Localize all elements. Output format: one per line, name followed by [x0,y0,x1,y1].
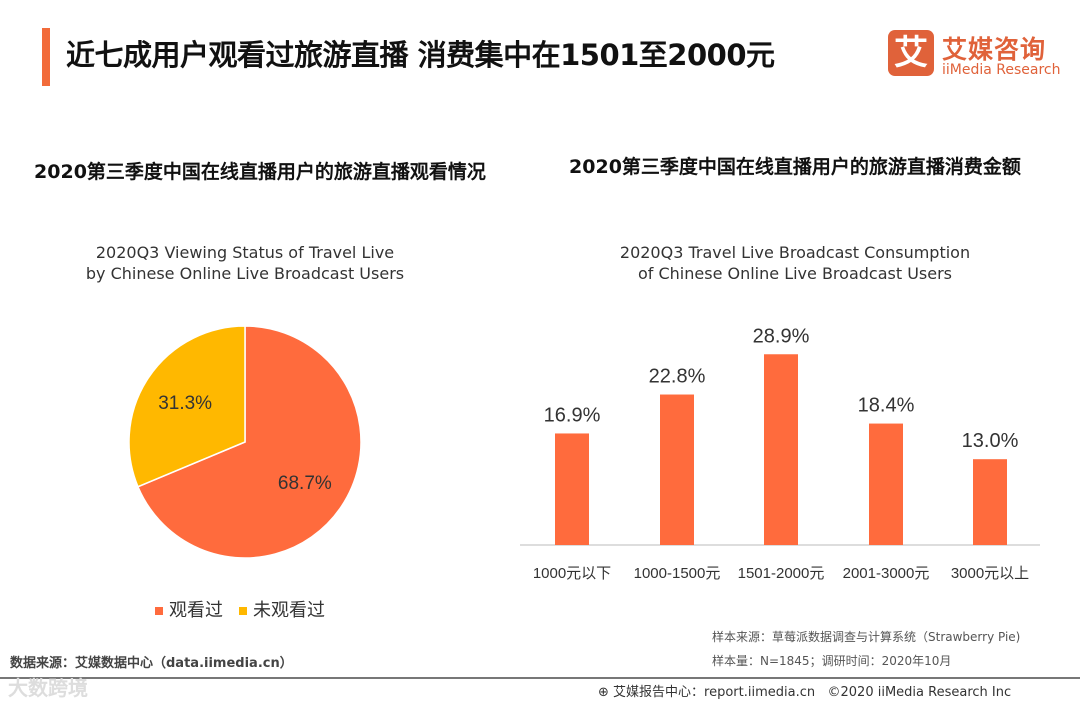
watermark: 大数跨境 [8,676,88,700]
bar [660,394,694,545]
logo-cn: 艾媒咨询 [942,35,1047,64]
x-tick-label: 3000元以上 [951,565,1029,582]
bar-chart: 16.9% 1000元以下 22.8% 1000-1500元 28.9% 1501-200… [520,325,1040,582]
pie-slice [128,325,246,488]
sample-size: 样本量：N=1845；调研时间：2020年10月 [712,654,952,668]
title-accent-bar [42,28,50,86]
legend-label: 观看过 [169,600,223,621]
bar [869,423,903,545]
legend-swatch-yellow [239,607,247,615]
pie-chart: 68.7% 31.3% [128,325,362,559]
logo-en: iiMedia Research [942,62,1061,78]
copyright: ©2020 iiMedia Research Inc [827,685,1012,700]
data-source: 数据来源：艾媒数据中心（data.iimedia.cn） [10,656,293,671]
pie-slice [136,325,362,559]
pie-legend: 观看过 未观看过 [155,596,325,622]
x-tick-label: 1000元以下 [533,565,611,582]
report-center: ⊕ 艾媒报告中心：report.iimedia.cn ©2020 iiMedia… [598,681,1011,700]
bar-data-label: 22.8% [649,366,706,388]
bar-subtitle-1: 2020Q3 Travel Live Broadcast Consumption [619,243,971,262]
bar [764,354,798,545]
bar-data-label: 16.9% [544,404,601,426]
logo-mark: 艾 [888,30,934,76]
x-tick-label: 2001-3000元 [843,565,930,582]
bar [973,459,1007,545]
bar-data-label: 13.0% [962,430,1019,452]
footer-divider [0,677,1080,679]
legend-item-watched: 观看过 [155,596,223,622]
bar-data-label: 18.4% [858,395,915,417]
bar [555,433,589,545]
x-tick-label: 1501-2000元 [738,565,825,582]
page-title: 近七成用户观看过旅游直播 消费集中在1501至2000元 [66,38,775,72]
pie-data-label: 68.7% [278,473,332,494]
bar-data-label: 28.9% [753,325,810,347]
report-link[interactable]: 艾媒报告中心：report.iimedia.cn [613,685,816,700]
pie-subtitle-2: by Chinese Online Live Broadcast Users [85,264,405,283]
bar-title: 2020第三季度中国在线直播用户的旅游直播消费金额 [569,156,1021,178]
legend-swatch-orange [155,607,163,615]
pie-subtitle-1: 2020Q3 Viewing Status of Travel Live [95,243,395,262]
pie-title: 2020第三季度中国在线直播用户的旅游直播观看情况 [34,161,486,183]
legend-label: 未观看过 [253,600,325,621]
x-tick-label: 1000-1500元 [634,565,721,582]
globe-icon: ⊕ [598,685,614,700]
sample-source: 样本来源：草莓派数据调查与计算系统（Strawberry Pie) [712,630,1021,644]
bar-subtitle-2: of Chinese Online Live Broadcast Users [637,264,953,283]
legend-item-not-watched: 未观看过 [239,596,325,622]
pie-data-label: 31.3% [158,393,212,414]
